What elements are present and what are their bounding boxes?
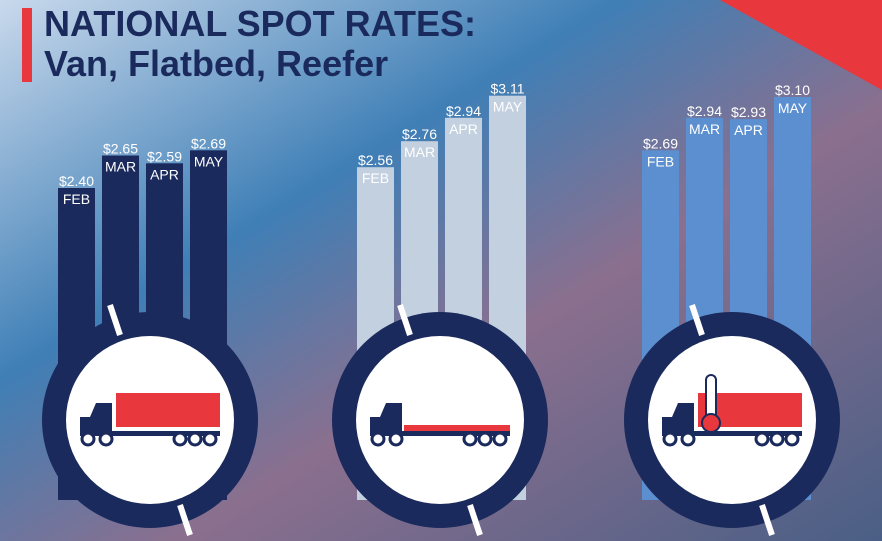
value-label: $3.11 bbox=[491, 81, 525, 97]
truck-wheel bbox=[462, 431, 478, 447]
truck-wheel bbox=[388, 431, 404, 447]
category-label: FEB bbox=[63, 191, 90, 207]
truck-wheel bbox=[769, 431, 785, 447]
ring-gap bbox=[397, 304, 413, 336]
truck-wheel bbox=[80, 431, 96, 447]
category-label: APR bbox=[150, 166, 179, 182]
value-label: $2.65 bbox=[103, 141, 138, 157]
category-label: APR bbox=[734, 122, 763, 138]
truck-wheel bbox=[98, 431, 114, 447]
truck-chassis bbox=[80, 431, 220, 436]
truck-wheel bbox=[370, 431, 386, 447]
category-label: MAY bbox=[778, 100, 808, 116]
value-label: $2.56 bbox=[358, 152, 393, 168]
value-label: $2.76 bbox=[402, 126, 437, 142]
truck-trailer bbox=[116, 393, 220, 427]
ring-gap bbox=[689, 304, 705, 336]
value-label: $2.94 bbox=[687, 103, 722, 119]
value-label: $2.59 bbox=[147, 148, 182, 164]
thermometer bbox=[705, 374, 717, 420]
truck-chassis bbox=[370, 431, 510, 436]
truck-wheel bbox=[662, 431, 678, 447]
ring-gap bbox=[107, 304, 123, 336]
title: NATIONAL SPOT RATES: bbox=[44, 3, 476, 44]
ring-gap bbox=[467, 504, 483, 536]
value-label: $2.69 bbox=[643, 135, 678, 151]
truck-cab bbox=[370, 403, 402, 435]
category-label: MAY bbox=[493, 99, 523, 115]
value-label: $2.40 bbox=[59, 173, 94, 189]
truck-wheel bbox=[680, 431, 696, 447]
truck-wheel bbox=[784, 431, 800, 447]
truck-cab bbox=[662, 403, 694, 435]
badge-inner bbox=[356, 336, 524, 504]
value-label: $2.69 bbox=[191, 135, 226, 151]
category-label: MAR bbox=[404, 144, 435, 160]
truck-wheel bbox=[477, 431, 493, 447]
truck-cab bbox=[80, 403, 112, 435]
truck-wheel bbox=[492, 431, 508, 447]
value-label: $2.93 bbox=[731, 104, 766, 120]
category-label: MAR bbox=[689, 121, 720, 137]
value-label: $3.10 bbox=[775, 82, 810, 98]
category-label: MAR bbox=[105, 159, 136, 175]
category-label: FEB bbox=[647, 153, 674, 169]
subtitle: Van, Flatbed, Reefer bbox=[44, 43, 388, 84]
truck-wheel bbox=[754, 431, 770, 447]
truck-chassis bbox=[662, 431, 802, 436]
truck-wheel bbox=[187, 431, 203, 447]
category-label: MAY bbox=[194, 153, 224, 169]
truck-wheel bbox=[172, 431, 188, 447]
title-accent bbox=[22, 8, 32, 82]
truck-wheel bbox=[202, 431, 218, 447]
category-label: FEB bbox=[362, 170, 389, 186]
category-label: APR bbox=[449, 121, 478, 137]
truck-flatbed bbox=[404, 425, 510, 431]
ring-gap bbox=[177, 504, 193, 536]
thermometer-bulb bbox=[701, 413, 721, 433]
badges bbox=[42, 304, 840, 536]
corner-accent bbox=[720, 0, 882, 90]
value-label: $2.94 bbox=[446, 103, 481, 119]
ring-gap bbox=[759, 504, 775, 536]
